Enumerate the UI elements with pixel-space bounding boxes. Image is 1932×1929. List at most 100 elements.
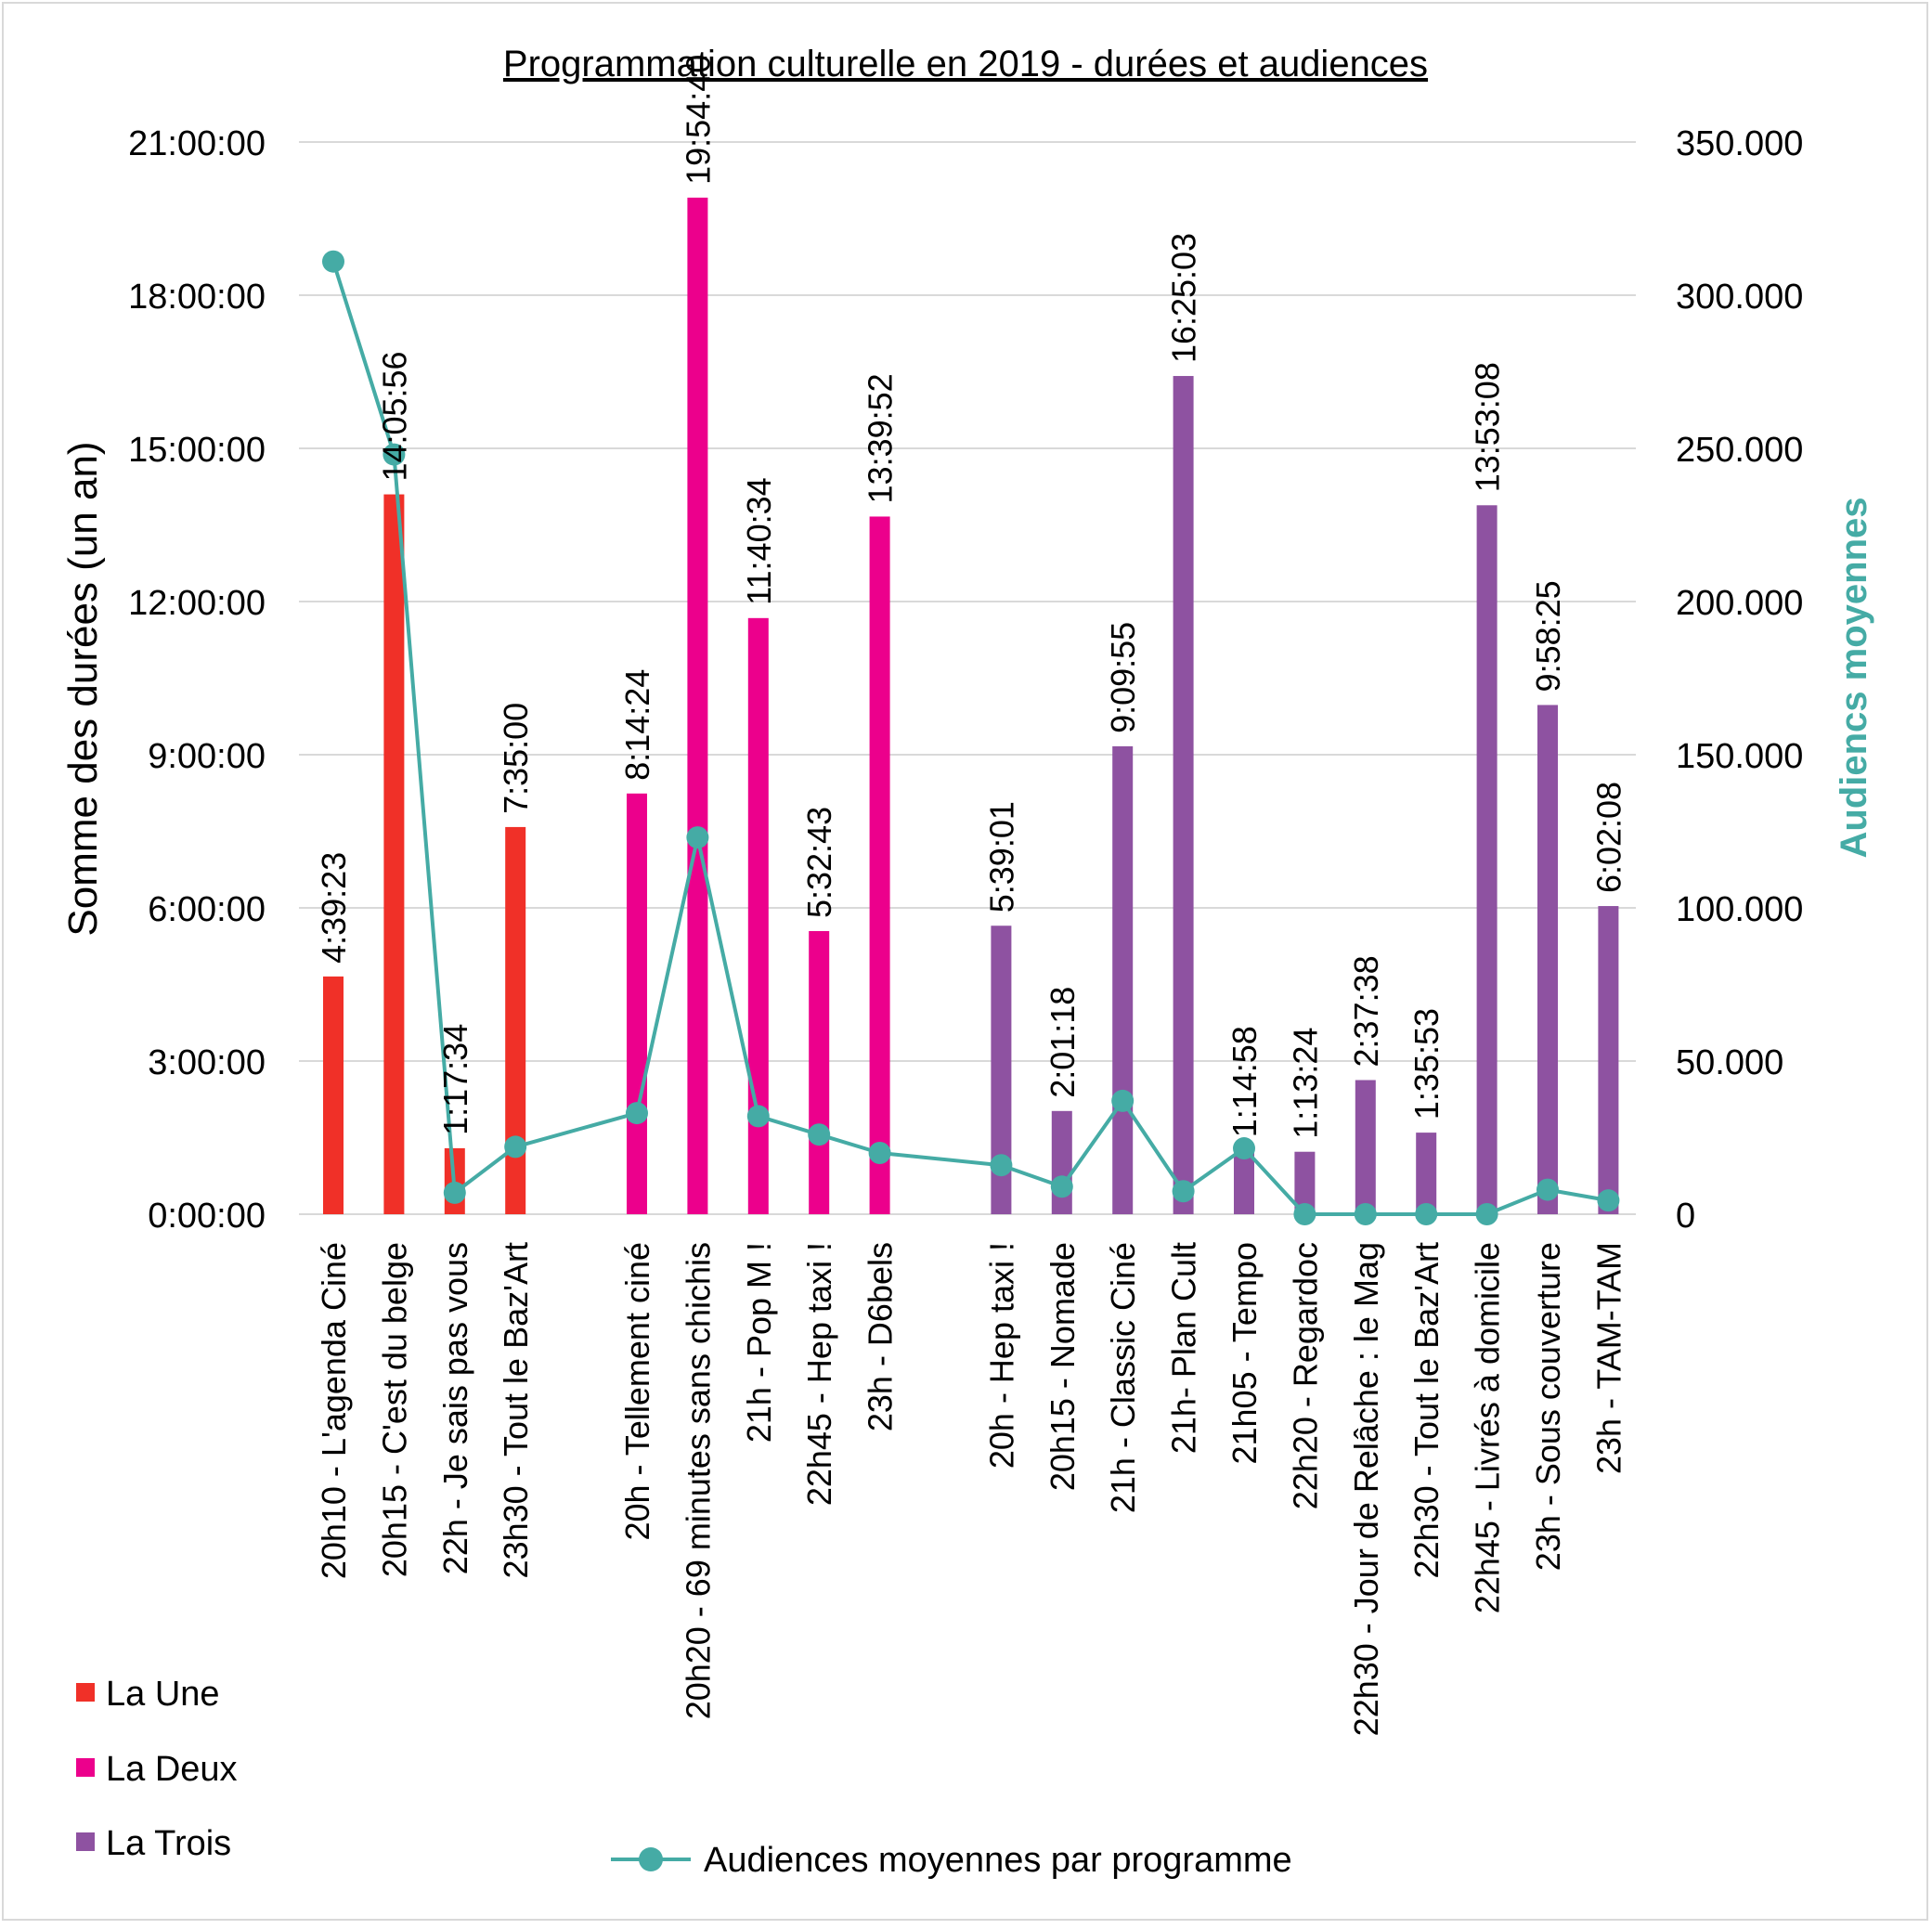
category-label: 20h - Tellement ciné — [618, 1242, 656, 1541]
legend-marker — [639, 1847, 663, 1871]
y2-tick-label: 100.000 — [1676, 890, 1803, 929]
audience-point — [626, 1102, 648, 1125]
bar — [687, 197, 708, 1214]
data-label: 4:39:23 — [315, 852, 353, 964]
category-label: 20h20 - 69 minutes sans chichis — [679, 1242, 717, 1719]
data-label: 1:14:58 — [1225, 1026, 1264, 1137]
category-label: 22h45 - Hep taxi ! — [800, 1242, 838, 1506]
y2-tick-label: 300.000 — [1676, 278, 1803, 317]
y-tick-label: 18:00:00 — [128, 278, 266, 317]
data-label: 5:32:43 — [800, 807, 838, 918]
chart-title: Programmation culturelle en 2019 - durée… — [503, 44, 1428, 84]
category-label: 22h30 - Jour de Relâche : le Mag — [1347, 1242, 1385, 1736]
audience-point — [1597, 1189, 1620, 1212]
bar — [747, 617, 769, 1214]
audience-point — [383, 443, 406, 466]
data-label: 1:17:34 — [436, 1024, 474, 1135]
category-label: 23h - Sous couverture — [1529, 1242, 1567, 1571]
y2-tick-label: 250.000 — [1676, 431, 1803, 470]
data-label: 2:01:18 — [1044, 987, 1082, 1098]
data-label: 6:02:08 — [1589, 782, 1627, 893]
y-tick-label: 6:00:00 — [148, 890, 266, 929]
data-label: 1:35:53 — [1407, 1008, 1446, 1120]
category-label: 21h05 - Tempo — [1225, 1242, 1264, 1465]
y-tick-label: 21:00:00 — [128, 124, 266, 163]
bar — [1173, 376, 1194, 1215]
data-label: 14:05:56 — [375, 351, 413, 481]
category-label: 21h - Pop M ! — [740, 1242, 778, 1443]
audience-point — [868, 1142, 891, 1164]
y-tick-label: 9:00:00 — [148, 737, 266, 776]
audience-point — [1354, 1203, 1377, 1225]
audience-point — [1233, 1137, 1255, 1160]
data-label: 13:53:08 — [1469, 362, 1507, 492]
category-label: 20h15 - C'est du belge — [375, 1242, 413, 1577]
legend-label: Audiences moyennes par programme — [704, 1841, 1292, 1880]
bar — [1416, 1133, 1437, 1214]
category-label: 22h20 - Regardoc — [1286, 1242, 1324, 1509]
data-label: 19:54:40 — [679, 55, 717, 185]
audience-point — [686, 826, 709, 849]
bar — [1355, 1080, 1376, 1214]
audience-point — [1537, 1178, 1559, 1201]
bar — [1476, 505, 1498, 1214]
category-label: 21h - Classic Ciné — [1104, 1242, 1142, 1513]
axis-layer: 0:00:00 0 3:00:00 50.000 6:00:00 100.000 9:00:… — [128, 124, 1803, 1236]
data-label: 5:39:01 — [982, 801, 1020, 913]
y-tick-label: 15:00:00 — [128, 431, 266, 470]
audience-point — [1293, 1203, 1316, 1225]
y2-tick-label: 150.000 — [1676, 737, 1803, 776]
bar — [1294, 1151, 1316, 1214]
y2-tick-label: 200.000 — [1676, 584, 1803, 623]
data-label: 8:14:24 — [618, 669, 656, 781]
category-label: 22h45 - Livrés à domicile — [1469, 1242, 1507, 1613]
data-label: 9:58:25 — [1529, 580, 1567, 692]
data-label: 7:35:00 — [497, 703, 535, 814]
audience-point — [746, 1105, 770, 1128]
legend-swatch — [76, 1832, 95, 1851]
data-label: 16:25:03 — [1165, 233, 1203, 363]
category-label: 20h - Hep taxi ! — [982, 1242, 1020, 1469]
audience-point — [1172, 1180, 1195, 1203]
y2-tick-label: 50.000 — [1676, 1043, 1783, 1082]
bar — [505, 826, 526, 1214]
legend-label: La Une — [106, 1675, 220, 1714]
data-label: 13:39:52 — [862, 373, 900, 503]
label-layer: 4:39:23 20h10 - L'agenda Ciné 14:05:56 20h1… — [315, 55, 1627, 1737]
audience-point — [322, 250, 344, 273]
bar — [383, 494, 405, 1214]
audience-point — [1050, 1175, 1073, 1198]
category-label: 23h30 - Tout le Baz'Art — [497, 1242, 535, 1578]
data-label: 9:09:55 — [1104, 622, 1142, 733]
y-axis-title: Somme des durées (un an) — [60, 441, 106, 936]
audience-point — [1475, 1203, 1498, 1225]
legend-label: La Trois — [106, 1824, 231, 1863]
data-label: 1:13:24 — [1286, 1028, 1324, 1139]
category-label: 20h10 - L'agenda Ciné — [315, 1242, 353, 1579]
y-tick-label: 12:00:00 — [128, 584, 266, 623]
category-label: 22h30 - Tout le Baz'Art — [1407, 1242, 1446, 1578]
bar — [1598, 906, 1619, 1214]
legend-label: La Deux — [106, 1750, 238, 1789]
category-label: 23h - D6bels — [862, 1242, 900, 1431]
y2-axis-title: Audiencs moyennes — [1834, 497, 1874, 858]
audience-point — [1111, 1089, 1135, 1112]
y-tick-label: 0:00:00 — [148, 1197, 266, 1236]
data-label: 2:37:38 — [1347, 955, 1385, 1067]
category-label: 22h - Je sais pas vous — [436, 1242, 474, 1574]
bar — [1234, 1150, 1254, 1214]
audience-point — [504, 1135, 527, 1159]
audience-point — [1415, 1203, 1438, 1225]
line-layer — [322, 250, 1620, 1225]
bar — [869, 516, 890, 1214]
y-tick-label: 3:00:00 — [148, 1043, 266, 1082]
legend-layer: La Une La Deux La Trois Audiences moyennes … — [76, 1675, 1292, 1880]
audience-point — [443, 1181, 466, 1204]
category-label: 21h- Plan Cult — [1165, 1242, 1203, 1454]
category-label: 20h15 - Nomade — [1044, 1242, 1082, 1491]
bar — [1537, 705, 1558, 1214]
category-label: 23h - TAM-TAM — [1589, 1242, 1627, 1474]
y2-tick-label: 350.000 — [1676, 124, 1803, 163]
